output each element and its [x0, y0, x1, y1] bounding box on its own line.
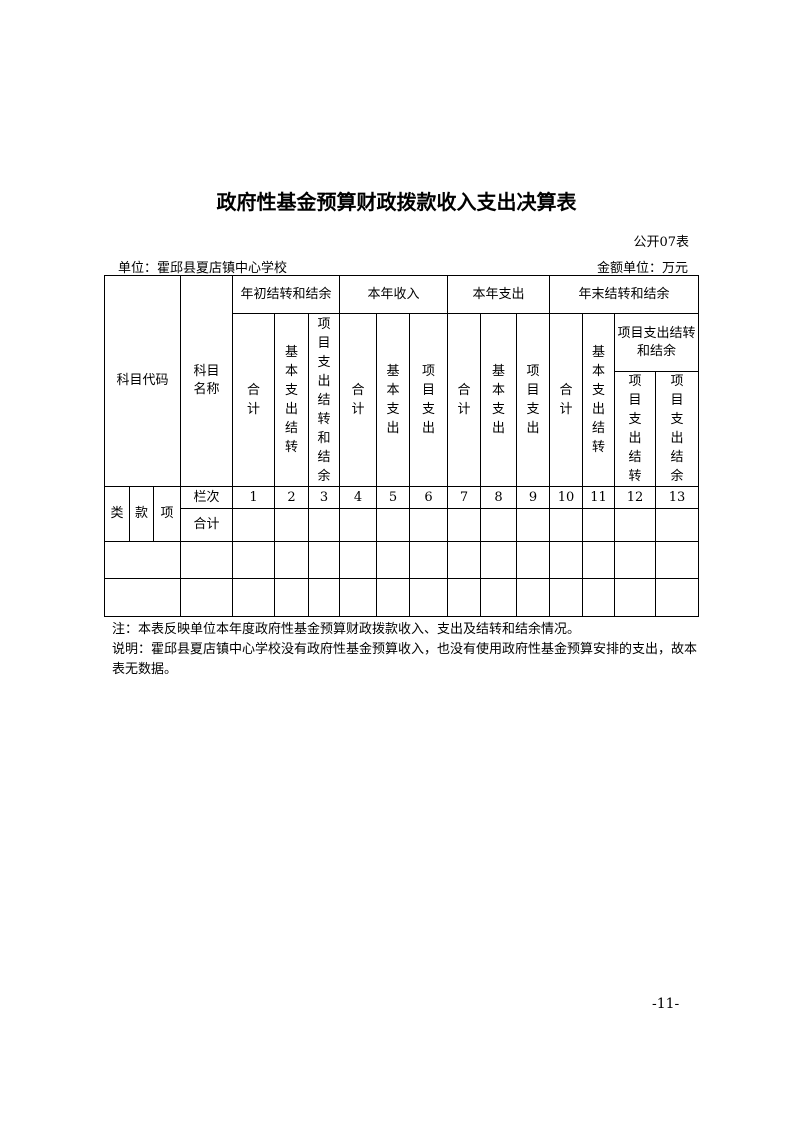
unit-label: 单位：霍邱县夏店镇中心学校 [118, 261, 288, 276]
col-number: 1 [232, 486, 275, 509]
h-basic-carry-4: 基本支出结转 [582, 313, 615, 487]
h-sum: 合计 [180, 508, 233, 542]
page-title: 政府性基金预算财政拨款收入支出决算表 [216, 190, 577, 214]
header-opening: 年初结转和结余 [232, 275, 340, 314]
table-row [104, 541, 700, 579]
h-xiang: 项 [153, 486, 181, 542]
col-number: 5 [376, 486, 410, 509]
h-total-2: 合计 [339, 313, 377, 487]
h-proj-bal: 项目支出结余 [654, 371, 700, 487]
h-total-3: 合计 [447, 313, 481, 487]
col-number: 8 [480, 486, 517, 509]
header-expense: 本年支出 [447, 275, 550, 314]
table-number: 公开07表 [633, 235, 689, 250]
header-name: 科目名称 [180, 275, 233, 487]
col-number: 9 [516, 486, 550, 509]
header-income: 本年收入 [339, 275, 448, 314]
page-number: -11- [652, 996, 680, 1012]
col-number: 7 [447, 486, 481, 509]
h-proj-sub: 项目支出结转和结余 [613, 313, 700, 372]
budget-table: 科目代码 科目名称 年初结转和结余 本年收入 本年支出 年末结转和结余 合计 基… [104, 275, 700, 617]
h-proj-3: 项目支出 [516, 313, 550, 487]
table-row [104, 578, 700, 617]
h-basic-3: 基本支出 [480, 313, 517, 487]
header-code: 科目代码 [104, 275, 181, 487]
notes: 注：本表反映单位本年度政府性基金预算财政拨款收入、支出及结转和结余情况。 说明：… [112, 620, 702, 680]
h-col: 栏次 [180, 486, 233, 509]
col-number: 11 [582, 486, 615, 509]
h-basic-2: 基本支出 [376, 313, 410, 487]
h-proj-2: 项目支出 [409, 313, 448, 487]
explanation-line: 说明：霍邱县夏店镇中心学校没有政府性基金预算收入，也没有使用政府性基金预算安排的… [112, 642, 698, 677]
h-proj-carry-bal-1: 项目支出结转和结余 [308, 313, 340, 487]
col-number: 10 [549, 486, 583, 509]
col-number: 3 [308, 486, 340, 509]
col-number: 13 [654, 486, 700, 509]
h-lei: 类 [104, 486, 130, 542]
note-line: 注：本表反映单位本年度政府性基金预算财政拨款收入、支出及结转和结余情况。 [112, 622, 581, 637]
col-number: 6 [409, 486, 448, 509]
table-row-total: 合计 [105, 508, 700, 542]
col-number: 2 [274, 486, 309, 509]
h-total-1: 合计 [232, 313, 275, 487]
amount-unit-label: 金额单位：万元 [596, 261, 688, 276]
h-basic-carry-1: 基本支出结转 [274, 313, 309, 487]
h-proj-carry: 项目支出结转 [614, 371, 656, 487]
header-closing: 年末结转和结余 [548, 275, 700, 314]
h-total-4: 合计 [549, 313, 583, 487]
h-kuan: 款 [129, 486, 154, 542]
col-number: 12 [614, 486, 656, 509]
col-number: 4 [339, 486, 377, 509]
